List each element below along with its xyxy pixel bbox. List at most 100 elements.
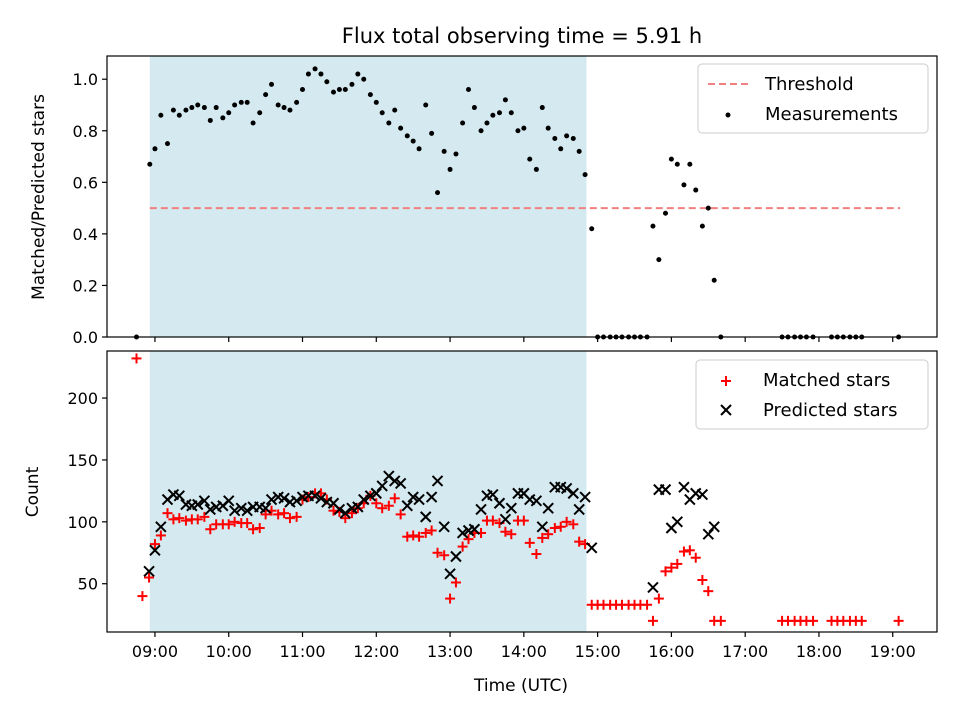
matched-star-point bbox=[642, 599, 653, 610]
y-tick-label: 50 bbox=[78, 575, 98, 594]
measurement-point bbox=[502, 97, 508, 103]
predicted-star-point bbox=[265, 493, 278, 506]
measurement-point bbox=[220, 115, 226, 121]
bottom-axes-frame bbox=[106, 350, 938, 633]
predicted-star-point bbox=[339, 507, 352, 519]
measurement-point bbox=[558, 146, 564, 152]
measurement-point bbox=[545, 125, 551, 131]
measurement-point bbox=[318, 71, 324, 77]
measurement-point bbox=[294, 99, 300, 105]
x-tick-label: 13:00 bbox=[427, 642, 473, 661]
matched-star-point bbox=[389, 493, 400, 504]
measurement-point bbox=[195, 102, 201, 108]
measurement-point bbox=[263, 92, 269, 98]
measurement-point bbox=[693, 187, 699, 193]
predicted-star-point bbox=[204, 503, 216, 516]
bottom-legend: Matched stars Predicted stars bbox=[695, 359, 929, 430]
measurement-point bbox=[478, 128, 484, 134]
matched-star-point bbox=[574, 536, 585, 547]
predicted-star-point bbox=[149, 544, 161, 557]
matched-star-point bbox=[155, 530, 166, 541]
predicted-star-point bbox=[438, 521, 450, 533]
top-y-axis-label: Matched/Predicted stars bbox=[29, 94, 49, 300]
measurement-point bbox=[349, 81, 355, 87]
measurement-point bbox=[232, 102, 238, 108]
matched-star-point bbox=[537, 532, 548, 543]
measurement-point bbox=[552, 135, 558, 141]
predicted-star-point bbox=[456, 527, 469, 539]
x-axis: 09:00 10:00 11:00 12:00 13:00 14:00 15:00 16:00… bbox=[132, 337, 916, 661]
matched-star-point bbox=[414, 531, 425, 542]
x-tick-label: 19:00 bbox=[870, 642, 916, 661]
measurement-point bbox=[392, 107, 398, 113]
measurement-point bbox=[152, 146, 158, 152]
matched-star-point bbox=[672, 558, 683, 569]
predicted-star-point bbox=[536, 521, 548, 533]
measurement-point bbox=[576, 148, 582, 154]
matched-star-point bbox=[549, 523, 560, 534]
matched-star-point bbox=[279, 508, 290, 519]
measurement-point bbox=[435, 190, 441, 196]
predicted-star-point bbox=[228, 504, 241, 517]
predicted-legend-label: Predicted stars bbox=[763, 400, 897, 421]
matched-star-point bbox=[893, 615, 904, 626]
measurement-point bbox=[342, 87, 348, 93]
measurement-point bbox=[496, 110, 502, 116]
x-tick-label: 10:00 bbox=[206, 642, 252, 661]
measurement-point bbox=[373, 99, 379, 105]
measurement-point bbox=[158, 112, 164, 118]
y-tick-label: 1.0 bbox=[73, 70, 98, 89]
matched-star-point bbox=[346, 508, 357, 519]
matched-star-point bbox=[137, 591, 148, 602]
matched-star-point bbox=[420, 527, 431, 538]
predicted-star-point bbox=[333, 503, 346, 516]
y-tick-label: 0.8 bbox=[73, 122, 98, 141]
measurement-point bbox=[305, 71, 311, 77]
bottom-y-axis: 50 100 150 200 bbox=[67, 389, 107, 594]
y-tick-label: 0.2 bbox=[73, 276, 98, 295]
matched-star-point bbox=[678, 546, 689, 557]
predicted-star-point bbox=[370, 487, 382, 500]
matched-star-point bbox=[408, 530, 419, 541]
y-tick-label: 100 bbox=[67, 513, 98, 532]
measurement-point bbox=[244, 99, 250, 105]
predicted-star-point bbox=[192, 498, 204, 511]
measurement-point bbox=[471, 105, 477, 111]
y-tick-label: 0.0 bbox=[73, 328, 98, 347]
matched-star-point bbox=[487, 515, 498, 526]
matched-star-point bbox=[144, 572, 155, 583]
predicted-star-point bbox=[143, 565, 155, 578]
matched-star-point bbox=[192, 514, 203, 525]
predicted-star-point bbox=[678, 481, 690, 493]
predicted-star-point bbox=[487, 488, 499, 501]
measurement-point bbox=[386, 120, 392, 126]
measurement-point bbox=[201, 105, 207, 111]
matched-star-point bbox=[168, 514, 179, 525]
matched-star-point bbox=[254, 523, 265, 534]
measurement-point bbox=[484, 120, 490, 126]
measurement-point bbox=[170, 107, 176, 113]
measurement-point bbox=[176, 112, 182, 118]
matched-star-point bbox=[555, 521, 566, 532]
predicted-star-point bbox=[475, 503, 487, 516]
measurement-point bbox=[466, 87, 472, 93]
measurement-point bbox=[300, 87, 306, 93]
measurement-point bbox=[250, 120, 256, 126]
threshold-legend-label: Threshold bbox=[764, 74, 854, 95]
predicted-star-point bbox=[696, 488, 709, 501]
matched-star-point bbox=[174, 513, 185, 524]
matched-star-point bbox=[395, 509, 406, 520]
measurement-point bbox=[674, 161, 680, 167]
measurement-point bbox=[147, 161, 153, 167]
matched-star-point bbox=[647, 615, 658, 626]
measurement-point bbox=[453, 151, 459, 157]
matched-star-point bbox=[371, 498, 382, 509]
top-axes-frame bbox=[106, 55, 938, 338]
measurement-point bbox=[589, 226, 595, 232]
measurement-point bbox=[269, 81, 275, 87]
matched-star-point bbox=[402, 531, 413, 542]
matched-star-point bbox=[248, 524, 259, 535]
y-tick-label: 0.4 bbox=[73, 225, 98, 244]
measurement-point bbox=[275, 102, 281, 108]
